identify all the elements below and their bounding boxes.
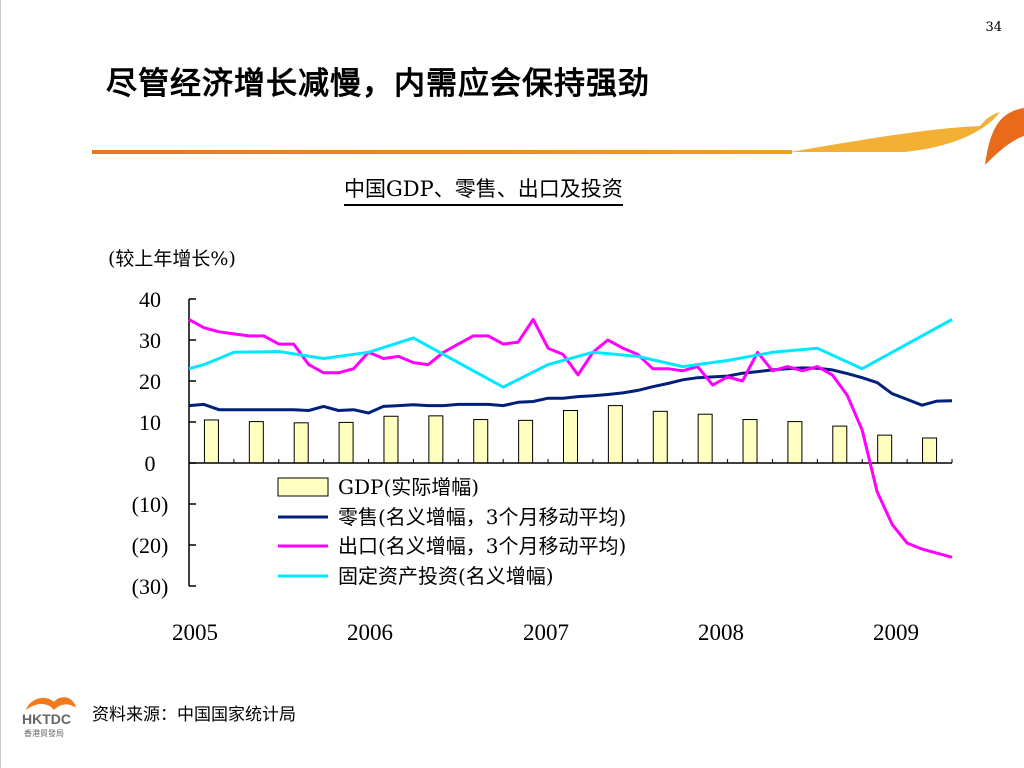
left-border <box>0 0 1 768</box>
logo-mark <box>26 697 76 710</box>
hktdc-logo: HKTDC 香港貿發局 <box>22 697 76 738</box>
logo-text: HKTDC <box>22 711 71 727</box>
gdp-bar <box>518 419 534 464</box>
chart-axes: 40 30 20 10 0 (10) (20) (30)2005 2006 2007 2008 200… <box>132 287 953 645</box>
gdp-bar <box>877 434 893 464</box>
y-axis-unit-label: (较上年增长%) <box>108 248 236 270</box>
gdp-bar <box>473 419 489 464</box>
legend-label: 零售(名义增幅，3个月移动平均) <box>338 505 626 529</box>
y-tick-label: 0 <box>145 451 156 476</box>
swoosh-upper <box>790 112 1000 152</box>
gdp-bar <box>248 421 264 464</box>
y-tick-label: (10) <box>132 492 169 517</box>
gdp-bars <box>203 405 938 464</box>
header-rule <box>92 150 792 154</box>
gdp-bar <box>742 419 758 464</box>
y-tick-label: 20 <box>139 369 161 394</box>
header-swoosh-decoration <box>92 108 1024 165</box>
x-tick-label: 2009 <box>873 620 919 645</box>
gdp-bar <box>563 410 578 464</box>
y-tick-label: 10 <box>139 410 161 435</box>
chart-title: 中国GDP、零售、出口及投资 <box>344 175 623 206</box>
legend-swatch-gdp <box>277 477 329 497</box>
swoosh-right <box>985 108 1024 165</box>
y-tick-label: 40 <box>139 287 161 312</box>
page-number: 34 <box>985 20 1002 35</box>
x-tick-label: 2005 <box>172 620 218 645</box>
x-tick-label: 2008 <box>698 620 744 645</box>
x-tick-label: 2006 <box>347 620 393 645</box>
chart-legend: GDP(实际增幅) 零售(名义增幅，3个月移动平均) 出口(名义增幅，3个月移动平均… <box>277 475 626 588</box>
legend-label: 固定资产投资(名义增幅) <box>338 564 554 588</box>
y-tick-label: 30 <box>139 328 161 353</box>
chart-series-lines <box>188 318 953 559</box>
source-note: 资料来源：中国国家统计局 <box>92 705 296 725</box>
gdp-bar <box>787 421 803 464</box>
y-tick-label: (20) <box>132 533 169 558</box>
y-tick-label: (30) <box>132 574 169 599</box>
gdp-bar <box>697 413 713 464</box>
gdp-bar <box>203 419 219 464</box>
gdp-bar <box>652 410 668 464</box>
gdp-bar <box>338 421 354 464</box>
gdp-bar <box>383 415 399 464</box>
legend-label: GDP(实际增幅) <box>338 475 479 499</box>
retail-sales-line <box>188 366 953 415</box>
slide-title: 尽管经济增长减慢，内需应会保持强劲 <box>106 66 650 102</box>
gdp-bar <box>607 405 623 464</box>
gdp-bar <box>832 425 848 464</box>
x-tick-label: 2007 <box>523 620 569 645</box>
gdp-bar <box>922 437 938 464</box>
legend-label: 出口(名义增幅，3个月移动平均) <box>338 534 626 558</box>
exports-line <box>188 318 953 559</box>
fixed-investment-line <box>188 318 953 389</box>
gdp-bar <box>428 415 444 464</box>
gdp-bar <box>293 422 309 464</box>
chart-canvas: 40 30 20 10 0 (10) (20) (30)2005 2006 2007 2008 200… <box>132 287 953 645</box>
logo-subtitle: 香港貿發局 <box>24 728 64 738</box>
